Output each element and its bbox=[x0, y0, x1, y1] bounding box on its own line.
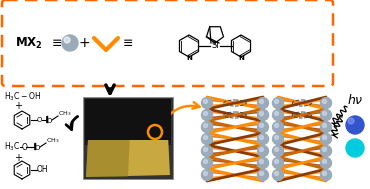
Text: $\mathsf{H_3C}$: $\mathsf{H_3C}$ bbox=[4, 141, 20, 153]
Text: ≡: ≡ bbox=[52, 36, 62, 50]
Circle shape bbox=[202, 133, 212, 145]
Circle shape bbox=[258, 98, 269, 108]
Text: O: O bbox=[47, 118, 53, 124]
Circle shape bbox=[258, 146, 269, 156]
Circle shape bbox=[275, 112, 279, 115]
Circle shape bbox=[272, 157, 283, 169]
Text: O: O bbox=[35, 145, 40, 151]
Circle shape bbox=[259, 147, 263, 152]
Text: $\mathsf{H_3C-OH}$: $\mathsf{H_3C-OH}$ bbox=[4, 91, 41, 103]
Text: O: O bbox=[22, 143, 28, 152]
Text: Si: Si bbox=[211, 42, 219, 50]
Circle shape bbox=[323, 136, 326, 139]
Circle shape bbox=[258, 170, 269, 180]
Circle shape bbox=[320, 146, 332, 156]
Text: $\mathbf{MX_2}$: $\mathbf{MX_2}$ bbox=[15, 36, 43, 50]
Text: $\mathsf{CH_3}$: $\mathsf{CH_3}$ bbox=[46, 136, 60, 146]
Circle shape bbox=[275, 171, 279, 176]
Circle shape bbox=[275, 147, 279, 152]
Text: N: N bbox=[186, 55, 192, 61]
Text: +: + bbox=[14, 101, 22, 111]
Text: N: N bbox=[238, 55, 244, 61]
Circle shape bbox=[259, 136, 263, 139]
Circle shape bbox=[204, 123, 208, 128]
Circle shape bbox=[323, 171, 326, 176]
Circle shape bbox=[272, 109, 283, 121]
FancyBboxPatch shape bbox=[83, 97, 173, 179]
Circle shape bbox=[202, 98, 212, 108]
Text: O: O bbox=[37, 117, 43, 123]
Circle shape bbox=[204, 147, 208, 152]
Circle shape bbox=[204, 160, 208, 163]
Circle shape bbox=[259, 160, 263, 163]
Circle shape bbox=[202, 170, 212, 180]
Circle shape bbox=[320, 133, 332, 145]
Polygon shape bbox=[86, 133, 130, 177]
Text: ≡: ≡ bbox=[123, 36, 133, 50]
Circle shape bbox=[323, 123, 326, 128]
Circle shape bbox=[272, 170, 283, 180]
Circle shape bbox=[272, 146, 283, 156]
Circle shape bbox=[202, 122, 212, 132]
Circle shape bbox=[258, 133, 269, 145]
Circle shape bbox=[259, 112, 263, 115]
Circle shape bbox=[204, 99, 208, 104]
Circle shape bbox=[320, 122, 332, 132]
Circle shape bbox=[272, 122, 283, 132]
Circle shape bbox=[320, 109, 332, 121]
Circle shape bbox=[346, 116, 364, 134]
Circle shape bbox=[323, 112, 326, 115]
Circle shape bbox=[272, 133, 283, 145]
Circle shape bbox=[320, 157, 332, 169]
Polygon shape bbox=[86, 135, 170, 177]
Circle shape bbox=[346, 139, 364, 157]
Circle shape bbox=[202, 146, 212, 156]
Polygon shape bbox=[85, 99, 171, 140]
Circle shape bbox=[204, 112, 208, 115]
Text: $h\nu$: $h\nu$ bbox=[347, 93, 363, 107]
Circle shape bbox=[259, 99, 263, 104]
Circle shape bbox=[323, 160, 326, 163]
Circle shape bbox=[275, 99, 279, 104]
Circle shape bbox=[258, 122, 269, 132]
Circle shape bbox=[62, 35, 78, 51]
Circle shape bbox=[259, 123, 263, 128]
Circle shape bbox=[320, 170, 332, 180]
Circle shape bbox=[204, 136, 208, 139]
Text: +: + bbox=[78, 36, 90, 50]
Circle shape bbox=[272, 98, 283, 108]
Circle shape bbox=[323, 99, 326, 104]
Circle shape bbox=[323, 147, 326, 152]
Circle shape bbox=[275, 160, 279, 163]
Circle shape bbox=[348, 118, 354, 124]
Circle shape bbox=[320, 98, 332, 108]
Polygon shape bbox=[85, 99, 171, 145]
Circle shape bbox=[275, 123, 279, 128]
Circle shape bbox=[202, 157, 212, 169]
Circle shape bbox=[64, 37, 70, 43]
Circle shape bbox=[258, 157, 269, 169]
Circle shape bbox=[202, 109, 212, 121]
Circle shape bbox=[259, 171, 263, 176]
Circle shape bbox=[258, 109, 269, 121]
Circle shape bbox=[204, 171, 208, 176]
Circle shape bbox=[275, 136, 279, 139]
Text: +: + bbox=[14, 153, 22, 163]
Text: OH: OH bbox=[37, 166, 48, 174]
Text: $\mathsf{CH_3}$: $\mathsf{CH_3}$ bbox=[58, 110, 71, 119]
